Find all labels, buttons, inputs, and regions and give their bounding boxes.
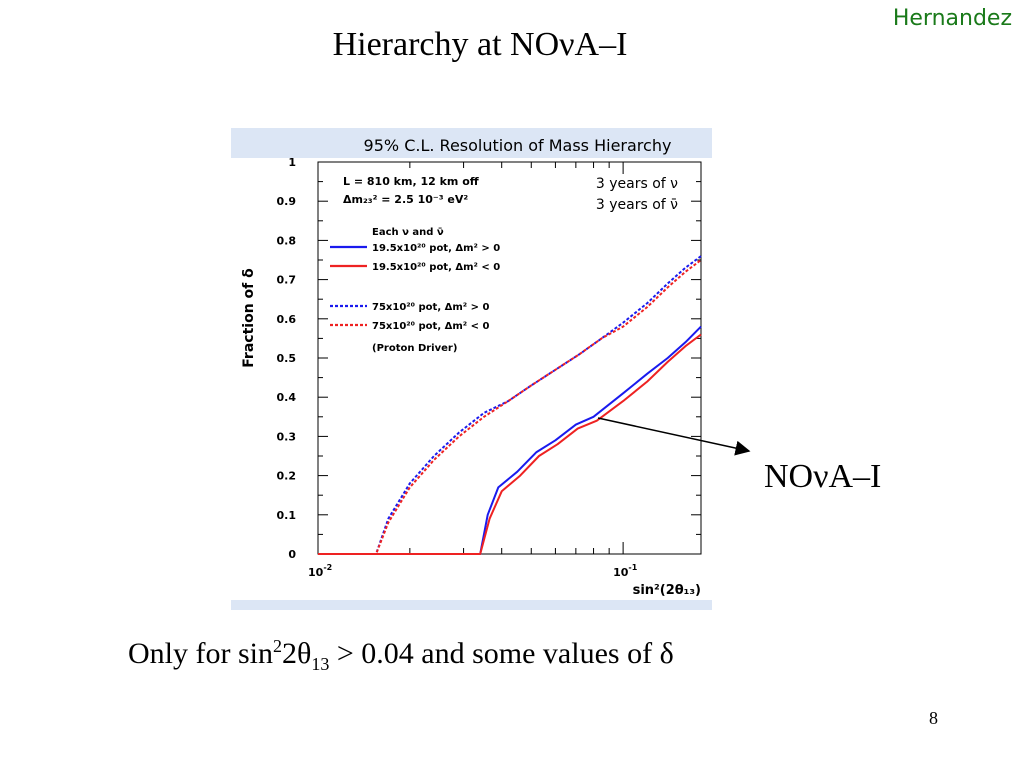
y-tick-label: 0.8 — [277, 234, 297, 247]
legend-label: 75x10²⁰ pot, Δm² > 0 — [372, 302, 489, 313]
author-name: Hernandez — [892, 6, 1012, 31]
note-sup: 2 — [273, 636, 282, 656]
condition-note: Only for sin22θ13 > 0.04 and some values… — [128, 636, 674, 675]
y-axis-label: Fraction of δ — [241, 268, 257, 368]
series-line — [318, 325, 702, 555]
chart-top-band — [231, 128, 712, 158]
note-sub: 13 — [311, 654, 330, 674]
info-line: L = 810 km, 12 km off — [343, 175, 479, 188]
info-line: Δm₂₃² = 2.5 10⁻³ eV² — [343, 193, 468, 206]
y-tick-label: 0.6 — [277, 313, 297, 326]
chart-title: 95% C.L. Resolution of Mass Hierarchy — [364, 136, 672, 155]
y-tick-label: 0.3 — [277, 430, 297, 443]
slide-title: Hierarchy at NOνA–I — [332, 26, 628, 63]
note-mid: 2θ — [282, 637, 312, 670]
legend-label: 19.5x10²⁰ pot, Δm² < 0 — [372, 262, 500, 273]
y-tick-label: 0.9 — [277, 195, 297, 208]
y-tick-label: 0 — [288, 548, 296, 561]
chart-frame: 95% C.L. Resolution of Mass Hierarchy 0 0.… — [231, 128, 712, 610]
legend-header: Each ν and ν̄ — [372, 227, 444, 238]
years-line: 3 years of ν — [596, 176, 678, 192]
series-line — [318, 259, 702, 555]
years-line: 3 years of ν̄ — [596, 197, 678, 213]
legend-label: 19.5x10²⁰ pot, Δm² > 0 — [372, 243, 500, 254]
plot-frame — [317, 161, 702, 555]
y-tick-label: 0.4 — [277, 391, 297, 404]
y-tick-label: 0.1 — [277, 509, 297, 522]
note-suffix: > 0.04 and some values of δ — [329, 637, 674, 670]
chart-bottom-band — [231, 600, 712, 610]
x-tick-label: 10-2 — [308, 563, 332, 579]
y-tick-label: 0.2 — [277, 470, 297, 483]
y-tick-label: 1 — [288, 156, 296, 169]
nova-callout-label: NOνA–I — [764, 458, 882, 495]
series-line — [318, 333, 702, 555]
legend-footer: (Proton Driver) — [372, 343, 457, 354]
y-tick-label: 0.5 — [277, 352, 297, 365]
mass-hierarchy-chart: 95% C.L. Resolution of Mass Hierarchy 0 0.… — [231, 128, 712, 610]
note-prefix: Only for sin — [128, 637, 273, 670]
series-line — [318, 255, 702, 555]
page-number: 8 — [929, 708, 938, 728]
legend-label: 75x10²⁰ pot, Δm² < 0 — [372, 321, 489, 332]
x-tick-label: 10-1 — [613, 563, 638, 579]
y-tick-label: 0.7 — [277, 274, 297, 287]
x-axis-label: sin²(2θ₁₃) — [633, 583, 701, 598]
